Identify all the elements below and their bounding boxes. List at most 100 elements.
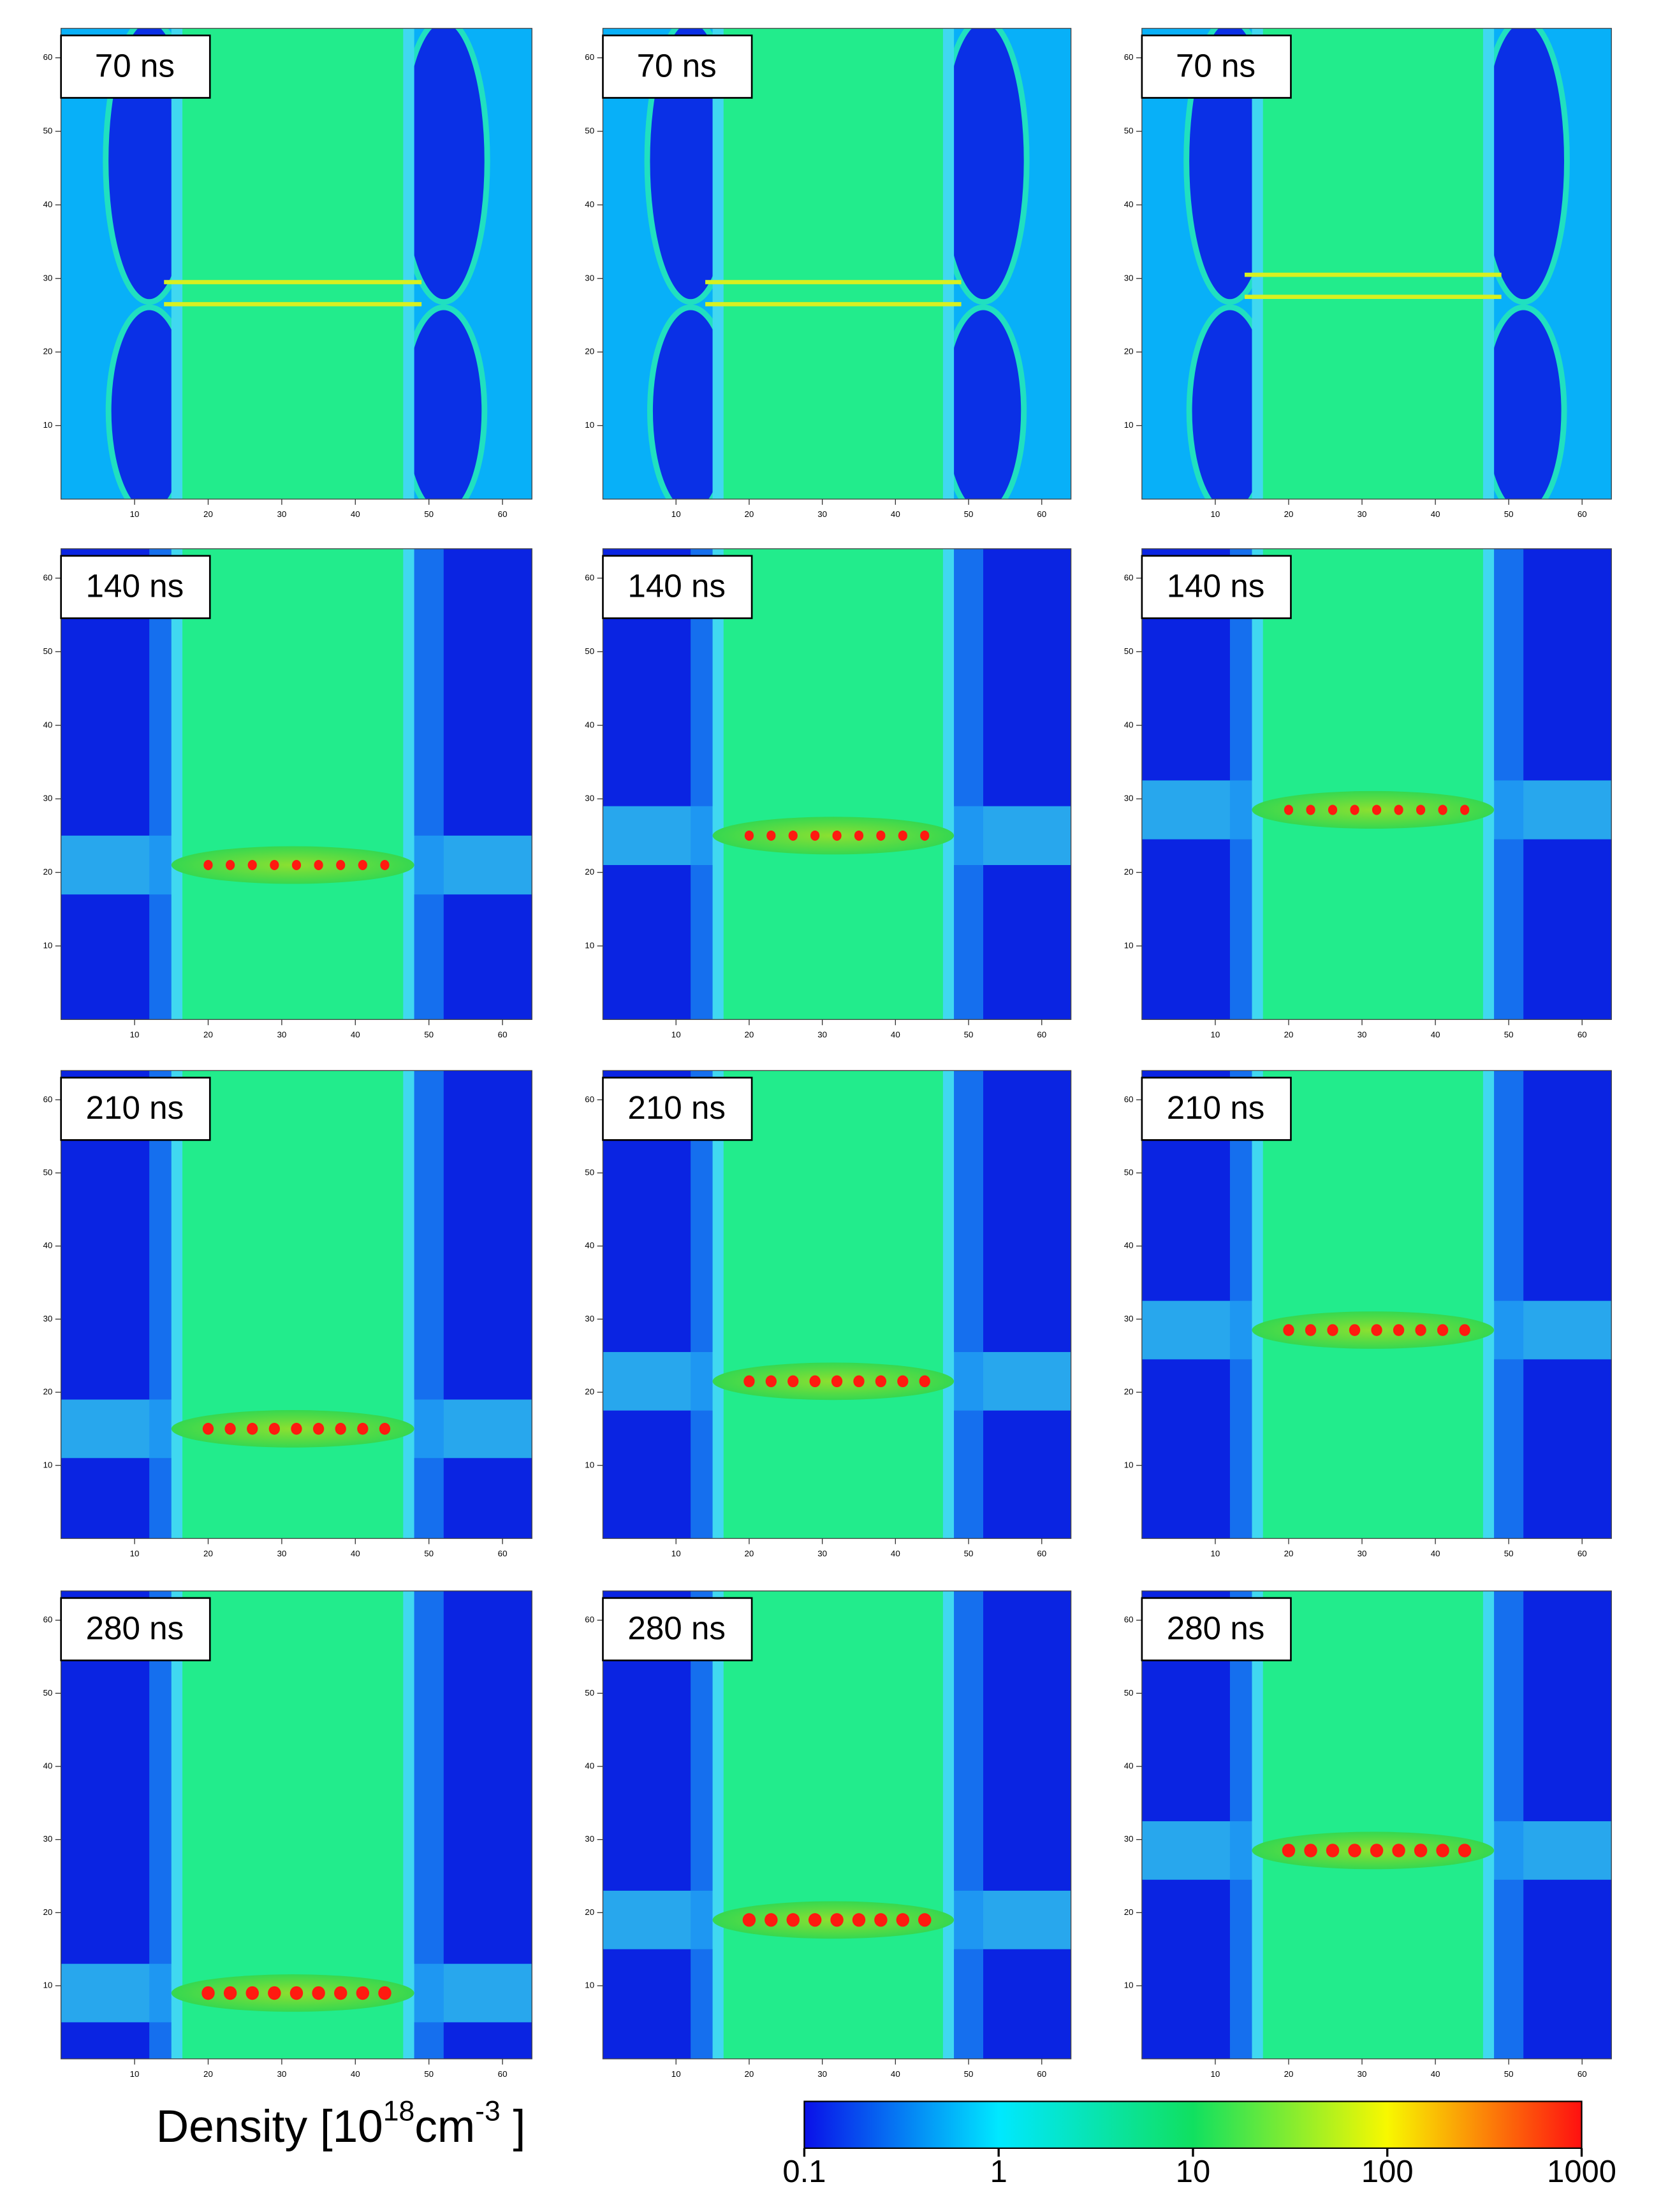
panel: 10 20 30 40 50 60 10 20 30 40 50 60 70 ns xyxy=(1124,27,1612,519)
hot-spot xyxy=(743,1375,755,1388)
hot-spot xyxy=(314,859,323,871)
panel: 10 20 30 40 50 60 10 20 30 40 50 60 70 ns xyxy=(43,27,532,519)
y-tick-label: 60 xyxy=(43,573,52,583)
hot-spot xyxy=(853,1375,865,1388)
y-tick-label: 30 xyxy=(585,1834,594,1844)
slab-edge xyxy=(712,1070,724,1539)
hot-spot xyxy=(379,1423,391,1435)
x-tick-label: 30 xyxy=(1358,2069,1367,2079)
frame xyxy=(60,1590,532,2060)
density-map xyxy=(603,1590,1071,2059)
colorbar-tick-label: 0.1 xyxy=(782,2155,826,2189)
hot-spot xyxy=(270,859,279,871)
time-label-box xyxy=(60,555,211,620)
hot-spot xyxy=(809,1375,821,1388)
time-label-box xyxy=(602,1597,753,1662)
lobe xyxy=(1479,304,1567,499)
y-tick-label: 30 xyxy=(1124,1834,1134,1844)
x-tick-label: 20 xyxy=(1284,2069,1294,2079)
x-tick-label: 20 xyxy=(745,509,754,519)
x-tick-label: 60 xyxy=(1577,1030,1587,1039)
x-tick-label: 10 xyxy=(1211,1548,1220,1558)
hot-spot xyxy=(380,859,390,871)
slab xyxy=(179,548,407,1020)
colorbar-label-part: cm xyxy=(414,2102,475,2152)
y-tick-label: 50 xyxy=(43,126,52,136)
x-tick-label: 30 xyxy=(1358,1548,1367,1558)
y-tick-label: 10 xyxy=(1124,420,1134,430)
panel: 10 20 30 40 50 60 10 20 30 40 50 60 140 ns xyxy=(43,548,532,1039)
x-tick-label: 40 xyxy=(351,2069,360,2079)
y-tick-label: 50 xyxy=(43,1688,52,1698)
x-tick-label: 30 xyxy=(277,1030,286,1039)
frame xyxy=(60,27,532,500)
y-tick-label: 10 xyxy=(43,1981,52,1990)
slab-edge xyxy=(942,1070,955,1539)
hot-spot xyxy=(832,830,842,841)
hot-spot xyxy=(1458,1844,1472,1858)
y-tick-label: 40 xyxy=(43,200,52,209)
y-tick-label: 60 xyxy=(43,1615,52,1624)
y-tick-label: 50 xyxy=(1124,126,1134,136)
x-tick-label: 10 xyxy=(130,1548,140,1558)
density-map xyxy=(1141,548,1612,1020)
x-tick-label: 50 xyxy=(964,1030,974,1039)
density-map xyxy=(603,1070,1071,1539)
hot-spot xyxy=(1348,1844,1361,1858)
hot-spot xyxy=(1350,804,1359,815)
time-label-box xyxy=(602,555,753,620)
frame xyxy=(60,1070,532,1539)
slab-edge xyxy=(403,548,414,1020)
x-tick-label: 30 xyxy=(817,509,827,519)
y-tick-label: 60 xyxy=(585,52,594,62)
slab-edge xyxy=(1252,548,1263,1020)
x-tick-label: 10 xyxy=(671,1030,681,1039)
frame xyxy=(602,27,1072,500)
time-label: 70 ns xyxy=(95,47,175,84)
x-tick-label: 40 xyxy=(891,1030,900,1039)
slab xyxy=(179,28,407,499)
x-tick-label: 60 xyxy=(1037,509,1046,519)
hot-spot xyxy=(1370,1844,1384,1858)
y-tick-label: 30 xyxy=(43,273,52,282)
time-label: 210 ns xyxy=(1167,1089,1265,1126)
y-tick-label: 60 xyxy=(1124,573,1134,583)
x-tick-label: 30 xyxy=(277,2069,286,2079)
y-tick-label: 20 xyxy=(1124,1387,1134,1397)
colorbar-tick-label: 10 xyxy=(1176,2155,1210,2189)
y-tick-label: 10 xyxy=(585,1460,594,1469)
hot-spot xyxy=(1326,1844,1340,1858)
x-tick-label: 60 xyxy=(498,509,508,519)
slab-edge xyxy=(942,548,955,1020)
y-tick-label: 20 xyxy=(43,867,52,877)
y-tick-label: 60 xyxy=(1124,1615,1134,1624)
x-tick-label: 50 xyxy=(424,2069,434,2079)
slab xyxy=(720,1590,947,2059)
lobe xyxy=(400,304,488,499)
x-tick-label: 50 xyxy=(424,1548,434,1558)
x-tick-label: 40 xyxy=(891,1548,900,1558)
y-tick-label: 50 xyxy=(43,646,52,656)
x-tick-label: 20 xyxy=(1284,1548,1294,1558)
slab xyxy=(720,548,947,1020)
panel: 10 20 30 40 50 60 10 20 30 40 50 60 140 ns xyxy=(1124,548,1612,1039)
frame xyxy=(1141,1070,1612,1539)
hot-spot xyxy=(852,1913,866,1927)
panel: 10 20 30 40 50 60 10 20 30 40 50 60 210 ns xyxy=(1124,1070,1612,1558)
y-tick-label: 30 xyxy=(1124,794,1134,803)
hot-spot xyxy=(358,859,367,871)
x-tick-label: 30 xyxy=(1358,1030,1367,1039)
x-tick-label: 10 xyxy=(1211,2069,1220,2079)
x-tick-label: 50 xyxy=(964,509,974,519)
hot-spot xyxy=(919,1375,930,1388)
hot-spot xyxy=(898,830,907,841)
edge-flow xyxy=(1494,548,1524,1020)
slab-edge xyxy=(1482,1070,1495,1539)
hot-spot xyxy=(810,830,820,841)
y-tick-label: 60 xyxy=(1124,52,1134,62)
hot-spot xyxy=(1304,1844,1317,1858)
x-tick-label: 60 xyxy=(1037,1548,1046,1558)
hot-spot xyxy=(920,830,930,841)
slab xyxy=(720,1070,947,1539)
y-tick-label: 40 xyxy=(1124,1761,1134,1771)
